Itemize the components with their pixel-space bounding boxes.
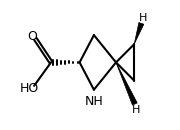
Text: HO: HO [19, 82, 39, 95]
Text: O: O [27, 30, 37, 43]
Polygon shape [116, 62, 137, 105]
Polygon shape [134, 22, 144, 44]
Text: H: H [138, 13, 147, 22]
Text: NH: NH [85, 95, 103, 108]
Text: H: H [132, 105, 140, 115]
